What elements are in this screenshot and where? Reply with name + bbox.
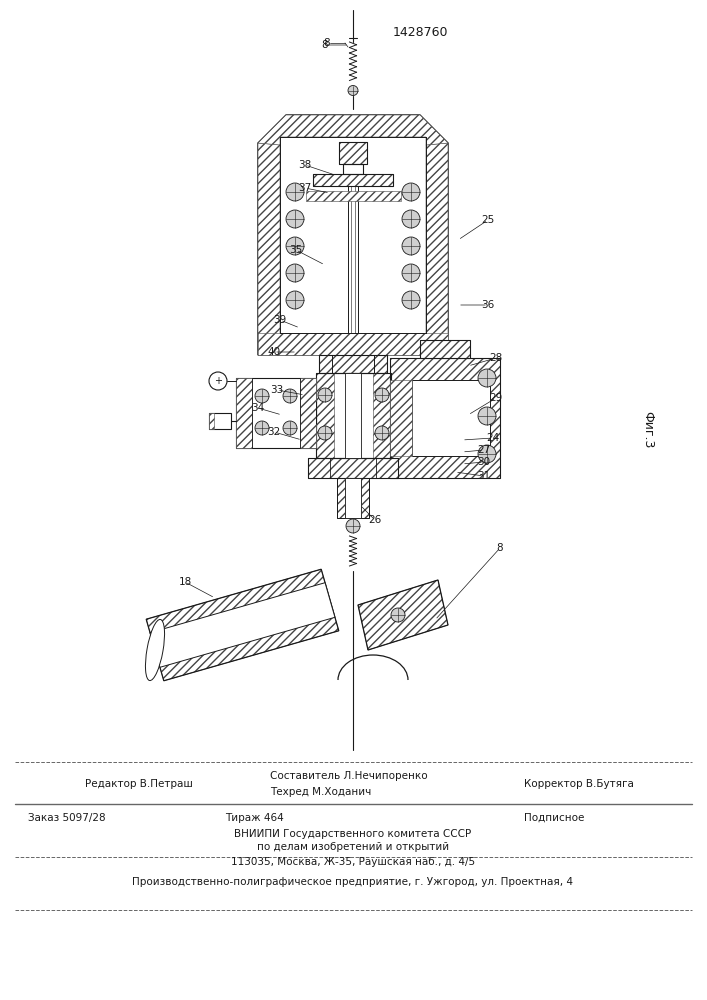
Text: 32: 32 bbox=[267, 427, 281, 437]
Text: 24: 24 bbox=[486, 433, 500, 443]
Polygon shape bbox=[258, 115, 448, 145]
Circle shape bbox=[286, 210, 304, 228]
Text: по делам изобретений и открытий: по делам изобретений и открытий bbox=[257, 842, 449, 852]
Circle shape bbox=[348, 86, 358, 96]
Text: Фиг.3: Фиг.3 bbox=[641, 411, 655, 449]
Polygon shape bbox=[258, 115, 448, 355]
Circle shape bbox=[318, 426, 332, 440]
Bar bbox=[316, 373, 334, 458]
Circle shape bbox=[286, 237, 304, 255]
Text: 1428760: 1428760 bbox=[392, 25, 448, 38]
Bar bbox=[345, 373, 361, 458]
Circle shape bbox=[346, 519, 360, 533]
Text: 37: 37 bbox=[298, 183, 312, 193]
Text: 40: 40 bbox=[267, 347, 281, 357]
Circle shape bbox=[478, 445, 496, 463]
Bar bbox=[420, 340, 470, 358]
Text: 27: 27 bbox=[477, 445, 491, 455]
Text: 30: 30 bbox=[477, 457, 491, 467]
Text: 31: 31 bbox=[477, 471, 491, 481]
Text: 18: 18 bbox=[178, 577, 192, 587]
Circle shape bbox=[402, 264, 420, 282]
Text: +: + bbox=[214, 376, 222, 386]
Bar bbox=[337, 478, 369, 518]
Text: 25: 25 bbox=[481, 215, 495, 225]
Text: 8: 8 bbox=[324, 38, 330, 48]
Bar bbox=[300, 378, 316, 448]
Text: 8: 8 bbox=[497, 543, 503, 553]
Bar bbox=[258, 333, 448, 355]
Circle shape bbox=[318, 388, 332, 402]
Bar bbox=[339, 142, 367, 164]
Bar bbox=[337, 478, 345, 518]
Text: 36: 36 bbox=[481, 300, 495, 310]
Text: Подписное: Подписное bbox=[524, 813, 585, 823]
Text: 34: 34 bbox=[252, 403, 264, 413]
Circle shape bbox=[286, 183, 304, 201]
Text: Тираж 464: Тираж 464 bbox=[225, 813, 284, 823]
Bar bbox=[343, 164, 363, 174]
Polygon shape bbox=[146, 569, 339, 681]
Text: Производственно-полиграфическое предприятие, г. Ужгород, ул. Проектная, 4: Производственно-полиграфическое предприя… bbox=[132, 877, 573, 887]
Bar bbox=[390, 358, 500, 478]
Bar bbox=[209, 413, 231, 429]
Bar bbox=[412, 380, 490, 456]
Text: 8: 8 bbox=[322, 40, 328, 50]
Bar bbox=[306, 191, 401, 201]
Circle shape bbox=[255, 389, 269, 403]
Circle shape bbox=[283, 421, 297, 435]
Bar bbox=[236, 378, 316, 448]
Ellipse shape bbox=[146, 619, 165, 681]
Text: 35: 35 bbox=[289, 245, 303, 255]
Text: 39: 39 bbox=[274, 315, 286, 325]
Text: 29: 29 bbox=[489, 393, 503, 403]
Circle shape bbox=[286, 264, 304, 282]
Circle shape bbox=[402, 210, 420, 228]
Circle shape bbox=[255, 421, 269, 435]
Circle shape bbox=[402, 291, 420, 309]
Bar bbox=[209, 413, 214, 429]
Circle shape bbox=[209, 372, 227, 390]
Bar bbox=[420, 340, 470, 358]
Circle shape bbox=[402, 183, 420, 201]
Text: ВНИИПИ Государственного комитета СССР: ВНИИПИ Государственного комитета СССР bbox=[235, 829, 472, 839]
Text: 113035, Москва, Ж-35, Раушская наб., д. 4/5: 113035, Москва, Ж-35, Раушская наб., д. … bbox=[231, 857, 475, 867]
Bar bbox=[390, 358, 500, 478]
Bar bbox=[345, 478, 361, 518]
Bar bbox=[373, 373, 391, 458]
Bar bbox=[313, 174, 393, 186]
Text: 26: 26 bbox=[368, 515, 382, 525]
Polygon shape bbox=[426, 143, 448, 355]
Text: 38: 38 bbox=[298, 160, 312, 170]
Text: Техред М.Ходанич: Техред М.Ходанич bbox=[270, 787, 371, 797]
Circle shape bbox=[391, 608, 405, 622]
Bar bbox=[236, 378, 252, 448]
Circle shape bbox=[375, 388, 389, 402]
Circle shape bbox=[283, 389, 297, 403]
Polygon shape bbox=[358, 580, 448, 650]
Text: Корректор В.Бутяга: Корректор В.Бутяга bbox=[524, 779, 634, 789]
Text: Заказ 5097/28: Заказ 5097/28 bbox=[28, 813, 105, 823]
Polygon shape bbox=[150, 583, 335, 667]
Bar bbox=[348, 186, 358, 333]
Bar bbox=[390, 380, 412, 456]
Circle shape bbox=[402, 237, 420, 255]
Bar bbox=[319, 355, 387, 373]
Bar bbox=[319, 355, 387, 373]
Bar bbox=[313, 174, 393, 186]
Circle shape bbox=[478, 407, 496, 425]
Bar bbox=[361, 478, 369, 518]
Text: 28: 28 bbox=[489, 353, 503, 363]
Circle shape bbox=[286, 291, 304, 309]
Bar bbox=[308, 458, 398, 478]
Bar bbox=[339, 142, 367, 164]
Circle shape bbox=[375, 426, 389, 440]
Polygon shape bbox=[258, 143, 280, 355]
Bar bbox=[316, 373, 391, 458]
Text: Редактор В.Петраш: Редактор В.Петраш bbox=[85, 779, 193, 789]
Text: 33: 33 bbox=[270, 385, 284, 395]
Text: Составитель Л.Нечипоренко: Составитель Л.Нечипоренко bbox=[270, 771, 428, 781]
Circle shape bbox=[478, 369, 496, 387]
Bar bbox=[308, 458, 398, 478]
